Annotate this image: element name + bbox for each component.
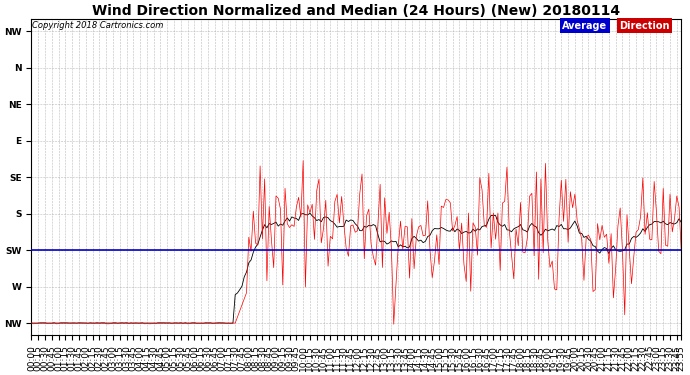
Text: Copyright 2018 Cartronics.com: Copyright 2018 Cartronics.com [32,21,164,30]
Title: Wind Direction Normalized and Median (24 Hours) (New) 20180114: Wind Direction Normalized and Median (24… [92,4,620,18]
Text: Direction: Direction [619,21,669,31]
Text: Average: Average [562,21,607,31]
